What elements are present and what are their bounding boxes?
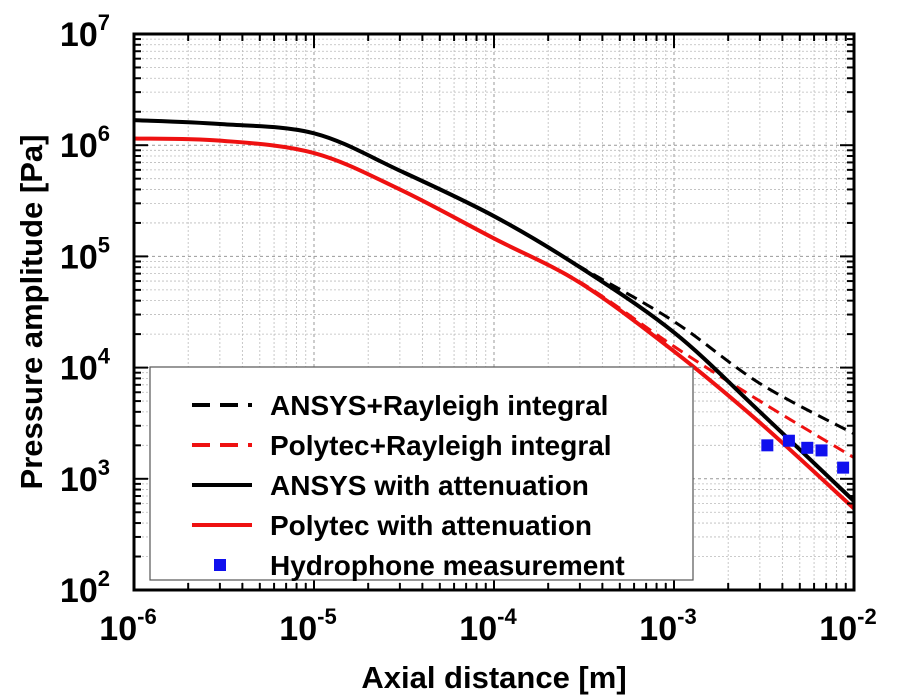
x-tick-label: 10-4 <box>459 604 517 648</box>
tick-exponent: -5 <box>317 604 337 629</box>
x-axis-label: Axial distance [m] <box>361 660 626 695</box>
legend-entry: ANSYS+Rayleigh integral <box>192 390 608 421</box>
tick-exponent: 5 <box>98 232 110 257</box>
tick-base: 10 <box>60 350 98 388</box>
x-tick-label: 10-3 <box>639 604 696 648</box>
data-point-hydrophone-measurement <box>815 444 828 457</box>
tick-base: 10 <box>60 572 98 610</box>
legend-label: ANSYS+Rayleigh integral <box>270 390 608 421</box>
y-tick-label: 102 <box>60 566 110 610</box>
tick-exponent: -6 <box>137 604 157 629</box>
tick-base: 10 <box>99 610 137 648</box>
y-tick-label: 105 <box>60 232 110 276</box>
tick-base: 10 <box>60 238 98 276</box>
series-line-polytec-with-attenuation <box>133 136 856 511</box>
data-point-hydrophone-measurement <box>801 441 814 454</box>
data-point-hydrophone-measurement <box>782 434 795 447</box>
y-tick-label: 103 <box>60 455 110 499</box>
x-tick-label: 10-5 <box>279 604 336 648</box>
tick-base: 10 <box>60 461 98 499</box>
legend: ANSYS+Rayleigh integral Polytec+Rayleigh … <box>149 366 694 581</box>
legend-entry: Polytec+Rayleigh integral <box>192 430 612 461</box>
tick-exponent: -4 <box>497 604 517 629</box>
tick-exponent: 3 <box>98 455 110 480</box>
x-tick-label: 10-6 <box>99 604 156 648</box>
tick-base: 10 <box>819 610 857 648</box>
data-point-hydrophone-measurement <box>837 461 850 474</box>
legend-label: ANSYS with attenuation <box>270 470 589 501</box>
x-tick-labels: 10-6 10-5 10-4 10-3 10-2 <box>99 604 876 648</box>
data-point-hydrophone-measurement <box>761 439 774 452</box>
legend-label: Polytec with attenuation <box>270 510 592 541</box>
y-axis-label: Pressure amplitude [Pa] <box>14 135 49 490</box>
tick-base: 10 <box>60 16 98 54</box>
tick-base: 10 <box>60 127 98 165</box>
tick-exponent: -3 <box>677 604 697 629</box>
legend-entry: Polytec with attenuation <box>192 510 592 541</box>
legend-box <box>149 366 694 581</box>
y-tick-label: 104 <box>60 344 111 388</box>
legend-label: Hydrophone measurement <box>270 550 625 581</box>
tick-exponent: 7 <box>98 10 110 35</box>
legend-entry: ANSYS with attenuation <box>192 470 589 501</box>
x-tick-label: 10-2 <box>819 604 876 648</box>
legend-marker <box>214 559 226 571</box>
legend-entry: Hydrophone measurement <box>214 550 625 581</box>
tick-exponent: 2 <box>98 566 110 591</box>
tick-base: 10 <box>639 610 677 648</box>
series-line-ansys-with-attenuation <box>133 118 856 503</box>
curves <box>133 118 856 511</box>
y-tick-label: 107 <box>60 10 110 54</box>
ticks <box>133 34 854 591</box>
tick-base: 10 <box>279 610 317 648</box>
y-tick-label: 106 <box>60 121 110 165</box>
tick-base: 10 <box>459 610 497 648</box>
tick-exponent: 4 <box>98 344 111 369</box>
tick-exponent: -2 <box>857 604 877 629</box>
legend-label: Polytec+Rayleigh integral <box>270 430 612 461</box>
tick-exponent: 6 <box>98 121 110 146</box>
